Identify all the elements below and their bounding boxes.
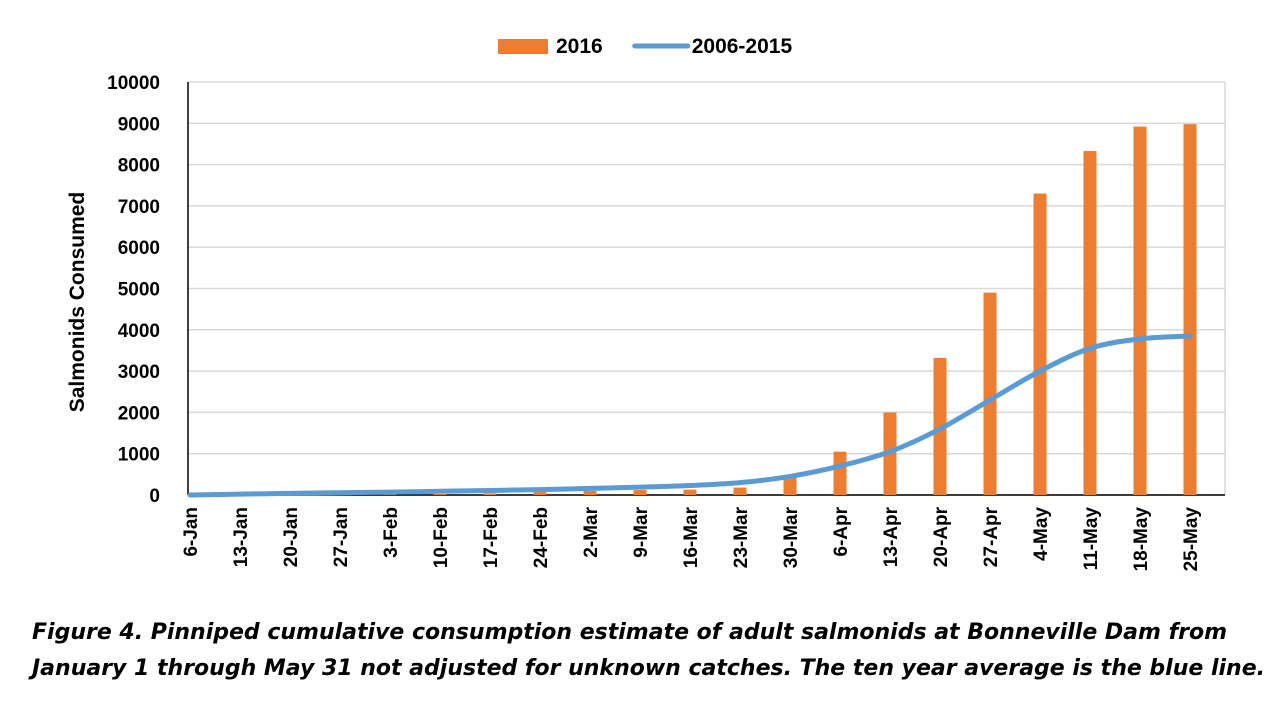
x-tick-label: 30-Mar <box>781 506 802 568</box>
x-tick-label: 25-May <box>1181 507 1202 572</box>
y-tick-label: 7000 <box>118 197 160 218</box>
legend-swatch <box>498 39 548 54</box>
y-tick-label: 9000 <box>118 114 160 135</box>
x-tick-label: 11-May <box>1081 507 1102 571</box>
x-tick-label: 18-May <box>1131 507 1152 572</box>
y-tick-label: 3000 <box>118 362 160 383</box>
y-axis-label: Salmonids Consumed <box>66 192 89 413</box>
y-tick-label: 1000 <box>118 445 160 466</box>
bar <box>433 494 447 495</box>
x-tick-label: 16-Mar <box>681 506 702 568</box>
y-tick-label: 2000 <box>118 403 160 424</box>
x-tick-label: 27-Jan <box>331 507 352 567</box>
bar <box>983 292 997 495</box>
x-tick-label: 10-Feb <box>431 507 452 568</box>
bar <box>1133 126 1147 495</box>
bar <box>1183 124 1197 495</box>
bar <box>1083 150 1097 495</box>
x-tick-label: 17-Feb <box>481 507 502 568</box>
x-tick-label: 24-Feb <box>531 507 552 568</box>
x-tick-label: 2-Mar <box>581 506 602 557</box>
y-tick-label: 6000 <box>118 238 160 259</box>
chart: Salmonids Consumed 0 1000 2000 3000 4000 5000… <box>66 35 1226 572</box>
x-tick-label: 6-Jan <box>181 507 202 557</box>
bar <box>683 489 697 495</box>
x-tick-label: 13-Apr <box>881 506 902 567</box>
x-tick-label: 9-Mar <box>631 506 652 557</box>
x-tick-label: 4-May <box>1031 507 1052 561</box>
y-tick-label: 10000 <box>107 73 160 94</box>
x-tick-label: 27-Apr <box>981 506 1002 567</box>
caption-line: Figure 4. Pinniped cumulative consumptio… <box>32 620 1228 645</box>
caption-line: January 1 through May 31 not adjusted fo… <box>32 656 1265 681</box>
bar <box>533 492 547 495</box>
bar <box>733 487 747 495</box>
y-tick-label: 8000 <box>118 156 160 177</box>
bar <box>833 451 847 495</box>
legend-label: 2006-2015 <box>692 35 793 58</box>
y-tick-label: 4000 <box>118 321 160 342</box>
bar <box>483 493 497 495</box>
x-tick-label: 23-Mar <box>731 506 752 568</box>
legend-label: 2016 <box>556 35 603 58</box>
x-tick-label: 3-Feb <box>381 507 402 558</box>
y-tick-label: 0 <box>149 486 160 507</box>
x-tick-label: 20-Jan <box>281 507 302 567</box>
x-tick-label: 6-Apr <box>831 506 852 556</box>
x-tick-label: 13-Jan <box>231 507 252 567</box>
bar <box>783 477 797 495</box>
y-tick-label: 5000 <box>118 280 160 301</box>
line <box>187 333 1193 498</box>
bar <box>1033 193 1047 495</box>
bar <box>583 490 597 495</box>
bar <box>633 490 647 495</box>
x-tick-label: 20-Apr <box>931 506 952 567</box>
